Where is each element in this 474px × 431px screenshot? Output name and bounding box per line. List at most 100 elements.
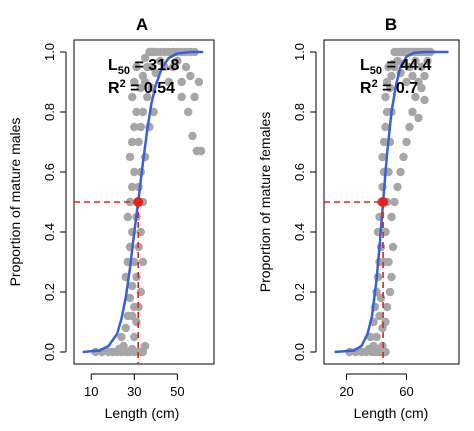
data-point	[393, 182, 402, 192]
data-point	[132, 272, 141, 282]
data-point	[130, 332, 139, 342]
data-point	[143, 92, 152, 102]
y-tick-label: 0.0	[42, 343, 57, 361]
data-point	[177, 92, 186, 102]
data-point	[138, 107, 148, 117]
x-tick-label: 30	[127, 384, 141, 399]
data-point	[399, 152, 408, 162]
data-point	[387, 272, 396, 282]
data-point	[136, 83, 145, 93]
x-tick-label: 60	[399, 384, 413, 399]
data-point	[128, 311, 137, 321]
data-point	[130, 122, 139, 132]
data-point	[381, 92, 390, 102]
data-point	[181, 62, 191, 72]
data-point	[190, 92, 199, 102]
data-point	[128, 281, 137, 291]
observation-points	[345, 47, 435, 357]
logistic-fit-curve	[82, 50, 204, 354]
data-point	[186, 71, 195, 81]
y-tick-label: 0.6	[292, 163, 307, 181]
panel-a: A L50 = 31.8 R2 = 0.54 0.0 0.2 0.4 0.6 0.8 1.…	[7, 15, 215, 421]
panel-b: B L50 = 44.4 R2 = 0.7 0.0 0.2 0.4 0.6 0.8 1.0…	[257, 15, 460, 421]
data-point	[196, 146, 206, 156]
data-point	[420, 95, 429, 105]
data-point	[134, 137, 143, 147]
x-axis-label: Length (cm)	[105, 405, 180, 421]
y-tick-label: 0.2	[292, 283, 307, 301]
panel-title: A	[136, 15, 148, 34]
data-point	[128, 137, 137, 147]
data-point	[387, 71, 396, 81]
data-point	[128, 92, 137, 102]
data-point	[128, 182, 137, 192]
y-tick-label: 1.0	[292, 43, 307, 61]
data-point	[387, 212, 396, 222]
data-point	[390, 197, 399, 207]
data-point	[132, 107, 141, 117]
y-tick-label: 0.4	[292, 223, 307, 241]
data-point	[385, 287, 395, 297]
data-point	[372, 332, 381, 342]
data-point	[151, 68, 160, 78]
data-point	[184, 107, 193, 117]
data-point	[420, 71, 429, 81]
data-point	[140, 53, 150, 63]
logistic-fit-curve	[334, 50, 449, 354]
x-tick-label: 20	[339, 384, 353, 399]
y-axis-label: Proportion of mature females	[257, 112, 273, 293]
data-point	[117, 332, 126, 342]
data-point	[411, 92, 420, 102]
l50-point	[133, 197, 144, 207]
data-point	[408, 107, 417, 117]
data-point	[417, 83, 426, 93]
x-axis: 10 30 50	[84, 373, 185, 399]
x-tick-label: 50	[170, 384, 184, 399]
data-point	[156, 56, 165, 66]
data-point	[140, 77, 150, 87]
data-point	[423, 56, 432, 66]
data-point	[385, 83, 395, 93]
data-point	[173, 56, 182, 66]
data-point	[121, 323, 130, 333]
data-point	[405, 122, 414, 132]
data-point	[125, 293, 135, 303]
x-axis-label: Length (cm)	[354, 405, 429, 421]
data-point	[188, 131, 197, 141]
y-tick-label: 0.8	[42, 103, 57, 121]
data-point	[382, 302, 392, 312]
data-point	[125, 152, 135, 162]
data-point	[384, 257, 393, 267]
data-point	[130, 77, 139, 87]
data-point	[388, 242, 398, 252]
data-point	[375, 311, 384, 321]
y-tick-label: 0.6	[42, 163, 57, 181]
y-axis: 0.0 0.2 0.4 0.6 0.8 1.0	[292, 43, 317, 361]
data-point	[136, 122, 145, 132]
l50-point	[378, 197, 389, 207]
y-tick-label: 0.4	[42, 223, 57, 241]
data-point	[379, 137, 389, 147]
data-point	[408, 71, 417, 81]
y-tick-label: 0.0	[292, 343, 307, 361]
data-point	[414, 113, 423, 123]
l50-annotation: L50 = 31.8	[108, 57, 180, 77]
data-point	[417, 62, 426, 72]
data-point	[130, 302, 139, 312]
l50-annotation: L50 = 44.4	[360, 57, 432, 77]
data-point	[168, 62, 178, 72]
data-point	[140, 341, 150, 351]
r2-annotation: R2 = 0.54	[108, 78, 175, 97]
x-axis: 20 60	[339, 373, 414, 399]
data-point	[402, 137, 411, 147]
data-point	[164, 77, 173, 87]
data-point	[132, 62, 141, 72]
data-point	[177, 77, 186, 87]
r2-annotation: R2 = 0.7	[360, 78, 418, 97]
data-point	[396, 167, 405, 177]
y-axis: 0.0 0.2 0.4 0.6 0.8 1.0	[42, 43, 67, 361]
y-tick-label: 0.8	[292, 103, 307, 121]
data-point	[147, 62, 156, 72]
y-axis-label: Proportion of mature males	[7, 118, 23, 287]
